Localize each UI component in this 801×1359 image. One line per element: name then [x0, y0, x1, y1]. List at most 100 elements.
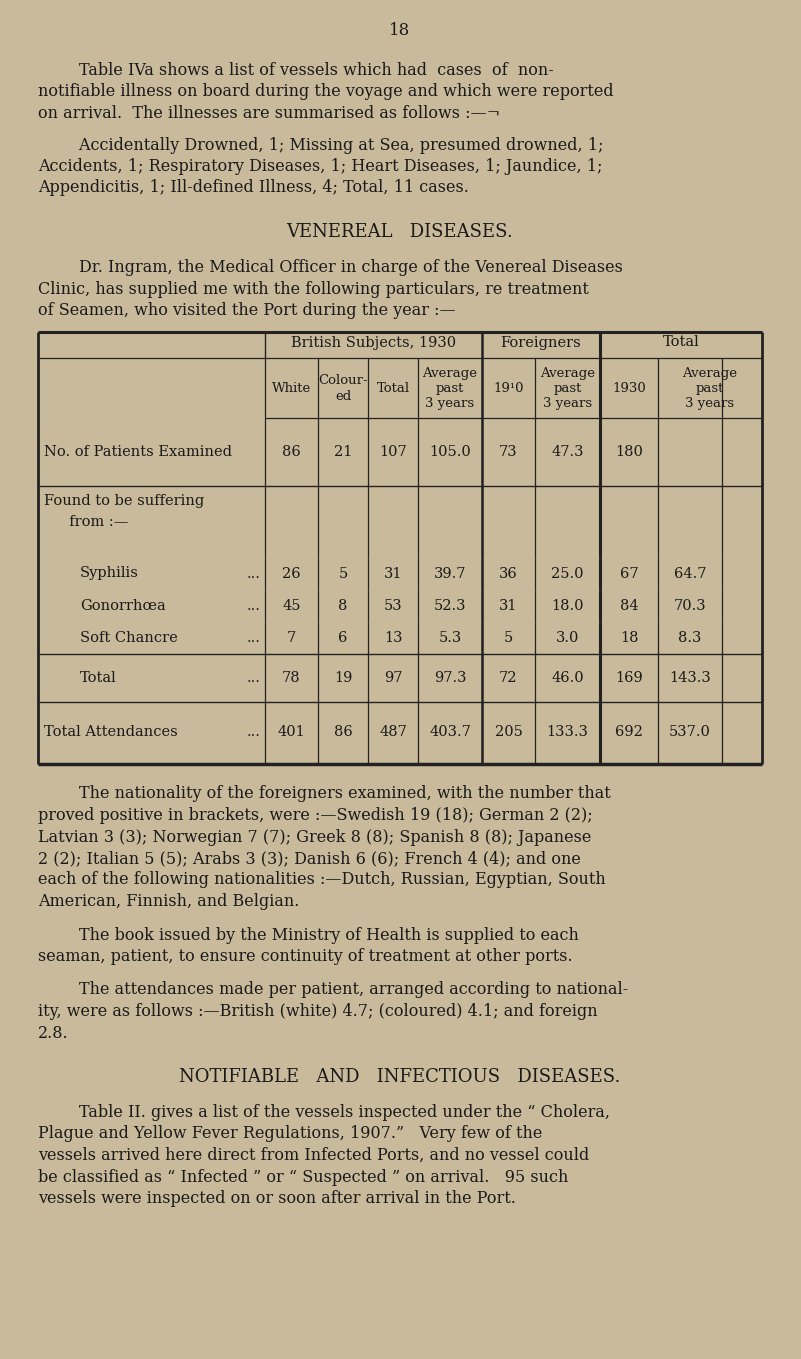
Text: from :—: from :—	[60, 515, 128, 529]
Text: of Seamen, who visited the Port during the year :—: of Seamen, who visited the Port during t…	[38, 302, 456, 319]
Text: 18: 18	[620, 631, 638, 644]
Text: 105.0: 105.0	[429, 444, 471, 458]
Text: 487: 487	[379, 726, 407, 739]
Text: The book issued by the Ministry of Health is supplied to each: The book issued by the Ministry of Healt…	[38, 927, 579, 943]
Text: Total Attendances: Total Attendances	[44, 726, 178, 739]
Text: 64.7: 64.7	[674, 567, 706, 580]
Text: 107: 107	[379, 444, 407, 458]
Text: 143.3: 143.3	[669, 670, 710, 685]
Text: 692: 692	[615, 726, 643, 739]
Text: Accidents, 1; Respiratory Diseases, 1; Heart Diseases, 1; Jaundice, 1;: Accidents, 1; Respiratory Diseases, 1; H…	[38, 158, 602, 175]
Text: VENEREAL   DISEASES.: VENEREAL DISEASES.	[287, 223, 513, 241]
Text: 401: 401	[278, 726, 305, 739]
Text: Total: Total	[80, 670, 117, 685]
Text: ...: ...	[246, 726, 260, 739]
Text: 84: 84	[620, 598, 638, 613]
Text: 3 years: 3 years	[543, 397, 592, 410]
Text: Colour-: Colour-	[318, 375, 368, 387]
Text: 47.3: 47.3	[551, 444, 584, 458]
Text: No. of Patients Examined: No. of Patients Examined	[44, 444, 232, 458]
Text: 2.8.: 2.8.	[38, 1025, 69, 1041]
Text: The nationality of the foreigners examined, with the number that: The nationality of the foreigners examin…	[38, 786, 610, 803]
Text: Dr. Ingram, the Medical Officer in charge of the Venereal Diseases: Dr. Ingram, the Medical Officer in charg…	[38, 260, 623, 276]
Text: ...: ...	[246, 598, 260, 613]
Text: 52.3: 52.3	[434, 598, 466, 613]
Text: past: past	[696, 382, 724, 395]
Text: ...: ...	[246, 670, 260, 685]
Text: 19: 19	[334, 670, 352, 685]
Text: 31: 31	[384, 567, 402, 580]
Text: vessels were inspected on or soon after arrival in the Port.: vessels were inspected on or soon after …	[38, 1190, 516, 1207]
Text: Appendicitis, 1; Ill-defined Illness, 4; Total, 11 cases.: Appendicitis, 1; Ill-defined Illness, 4;…	[38, 179, 469, 197]
Text: 97.3: 97.3	[434, 670, 466, 685]
Text: The attendances made per patient, arranged according to national-: The attendances made per patient, arrang…	[38, 981, 628, 999]
Text: ...: ...	[246, 567, 260, 580]
Text: 72: 72	[499, 670, 517, 685]
Text: 21: 21	[334, 444, 352, 458]
Text: Accidentally Drowned, 1; Missing at Sea, presumed drowned, 1;: Accidentally Drowned, 1; Missing at Sea,…	[38, 136, 603, 154]
Text: Average: Average	[422, 367, 477, 381]
Text: 5: 5	[338, 567, 348, 580]
Text: Clinic, has supplied me with the following particulars, re treatment: Clinic, has supplied me with the followi…	[38, 280, 589, 298]
Text: 70.3: 70.3	[674, 598, 706, 613]
Text: 8: 8	[338, 598, 348, 613]
Text: Soft Chancre: Soft Chancre	[80, 631, 178, 644]
Text: 3 years: 3 years	[686, 397, 735, 410]
Text: 86: 86	[282, 444, 301, 458]
Text: White: White	[272, 382, 311, 395]
Text: 46.0: 46.0	[551, 670, 584, 685]
Text: 13: 13	[384, 631, 402, 644]
Text: 73: 73	[499, 444, 517, 458]
Text: vessels arrived here direct from Infected Ports, and no vessel could: vessels arrived here direct from Infecte…	[38, 1147, 590, 1165]
Text: proved positive in brackets, were :—Swedish 19 (18); German 2 (2);: proved positive in brackets, were :—Swed…	[38, 807, 593, 824]
Text: 86: 86	[334, 726, 352, 739]
Text: 5.3: 5.3	[438, 631, 461, 644]
Text: seaman, patient, to ensure continuity of treatment at other ports.: seaman, patient, to ensure continuity of…	[38, 949, 573, 965]
Text: Found to be suffering: Found to be suffering	[44, 493, 204, 507]
Text: 133.3: 133.3	[546, 726, 589, 739]
Text: 53: 53	[384, 598, 402, 613]
Text: 97: 97	[384, 670, 402, 685]
Text: American, Finnish, and Belgian.: American, Finnish, and Belgian.	[38, 893, 300, 911]
Text: 18.0: 18.0	[551, 598, 584, 613]
Text: ity, were as follows :—British (white) 4.7; (coloured) 4.1; and foreign: ity, were as follows :—British (white) 4…	[38, 1003, 598, 1021]
Text: Average: Average	[682, 367, 738, 381]
Text: British Subjects, 1930: British Subjects, 1930	[291, 336, 456, 349]
Text: 3 years: 3 years	[425, 397, 474, 410]
Text: Average: Average	[540, 367, 595, 381]
Text: 1930: 1930	[612, 382, 646, 395]
Text: 2 (2); Italian 5 (5); Arabs 3 (3); Danish 6 (6); French 4 (4); and one: 2 (2); Italian 5 (5); Arabs 3 (3); Danis…	[38, 849, 581, 867]
Text: be classified as “ Infected ” or “ Suspected ” on arrival.   95 such: be classified as “ Infected ” or “ Suspe…	[38, 1169, 569, 1185]
Text: 403.7: 403.7	[429, 726, 471, 739]
Text: past: past	[436, 382, 465, 395]
Text: 36: 36	[499, 567, 518, 580]
Text: 19¹0: 19¹0	[493, 382, 524, 395]
Text: past: past	[553, 382, 582, 395]
Text: ed: ed	[335, 390, 351, 402]
Text: 25.0: 25.0	[551, 567, 584, 580]
Text: 6: 6	[338, 631, 348, 644]
Text: 18: 18	[389, 22, 411, 39]
Text: Plague and Yellow Fever Regulations, 1907.”   Very few of the: Plague and Yellow Fever Regulations, 190…	[38, 1125, 542, 1143]
Text: 45: 45	[282, 598, 300, 613]
Text: NOTIFIABLE   AND   INFECTIOUS   DISEASES.: NOTIFIABLE AND INFECTIOUS DISEASES.	[179, 1068, 621, 1086]
Text: 180: 180	[615, 444, 643, 458]
Text: 537.0: 537.0	[669, 726, 711, 739]
Text: 8.3: 8.3	[678, 631, 702, 644]
Text: 39.7: 39.7	[434, 567, 466, 580]
Text: 78: 78	[282, 670, 301, 685]
Text: 205: 205	[494, 726, 522, 739]
Text: ...: ...	[246, 631, 260, 644]
Text: 26: 26	[282, 567, 301, 580]
Text: 31: 31	[499, 598, 517, 613]
Text: 3.0: 3.0	[556, 631, 579, 644]
Text: 5: 5	[504, 631, 513, 644]
Text: 7: 7	[287, 631, 296, 644]
Text: 169: 169	[615, 670, 643, 685]
Text: Syphilis: Syphilis	[80, 567, 139, 580]
Text: Total: Total	[376, 382, 409, 395]
Text: Total: Total	[662, 336, 699, 349]
Text: Table IVa shows a list of vessels which had  cases  of  non-: Table IVa shows a list of vessels which …	[38, 63, 553, 79]
Text: Latvian 3 (3); Norwegian 7 (7); Greek 8 (8); Spanish 8 (8); Japanese: Latvian 3 (3); Norwegian 7 (7); Greek 8 …	[38, 829, 591, 845]
Text: Foreigners: Foreigners	[501, 336, 582, 349]
